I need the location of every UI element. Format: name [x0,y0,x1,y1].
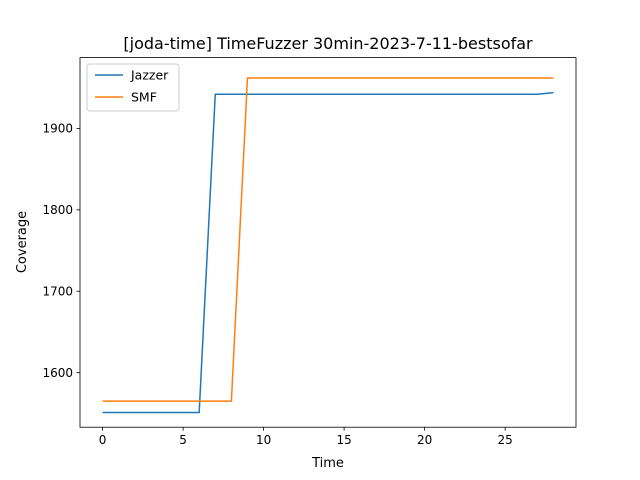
x-tick-label: 25 [498,433,513,447]
legend-label-jazzer: Jazzer [130,68,169,83]
plot-frame [79,57,577,428]
y-axis-ticks: 1600 1700 1800 1900 [42,122,80,380]
plot-area [80,57,576,428]
plot-background [80,57,576,428]
legend-label-smf: SMF [131,90,157,105]
series-line-jazzer [102,91,554,414]
y-tick-label: 1900 [42,122,73,136]
x-tick-label: 0 [99,433,107,447]
x-tick-label: 20 [417,433,432,447]
chart-title: [joda-time] TimeFuzzer 30min-2023-7-11-b… [123,34,533,53]
x-tick-label: 15 [336,433,351,447]
y-axis-label: Coverage [15,211,30,273]
x-axis-label: Time [311,456,344,471]
y-tick-label: 1800 [42,203,73,217]
x-axis-ticks: 0 5 10 15 20 25 [99,427,513,447]
x-tick-label: 5 [179,433,187,447]
legend: Jazzer SMF [86,63,180,112]
x-tick-label: 10 [256,433,271,447]
y-tick-label: 1700 [42,285,73,299]
series-layer [102,77,554,414]
series-line-smf [102,77,554,402]
y-tick-label: 1600 [42,366,73,380]
